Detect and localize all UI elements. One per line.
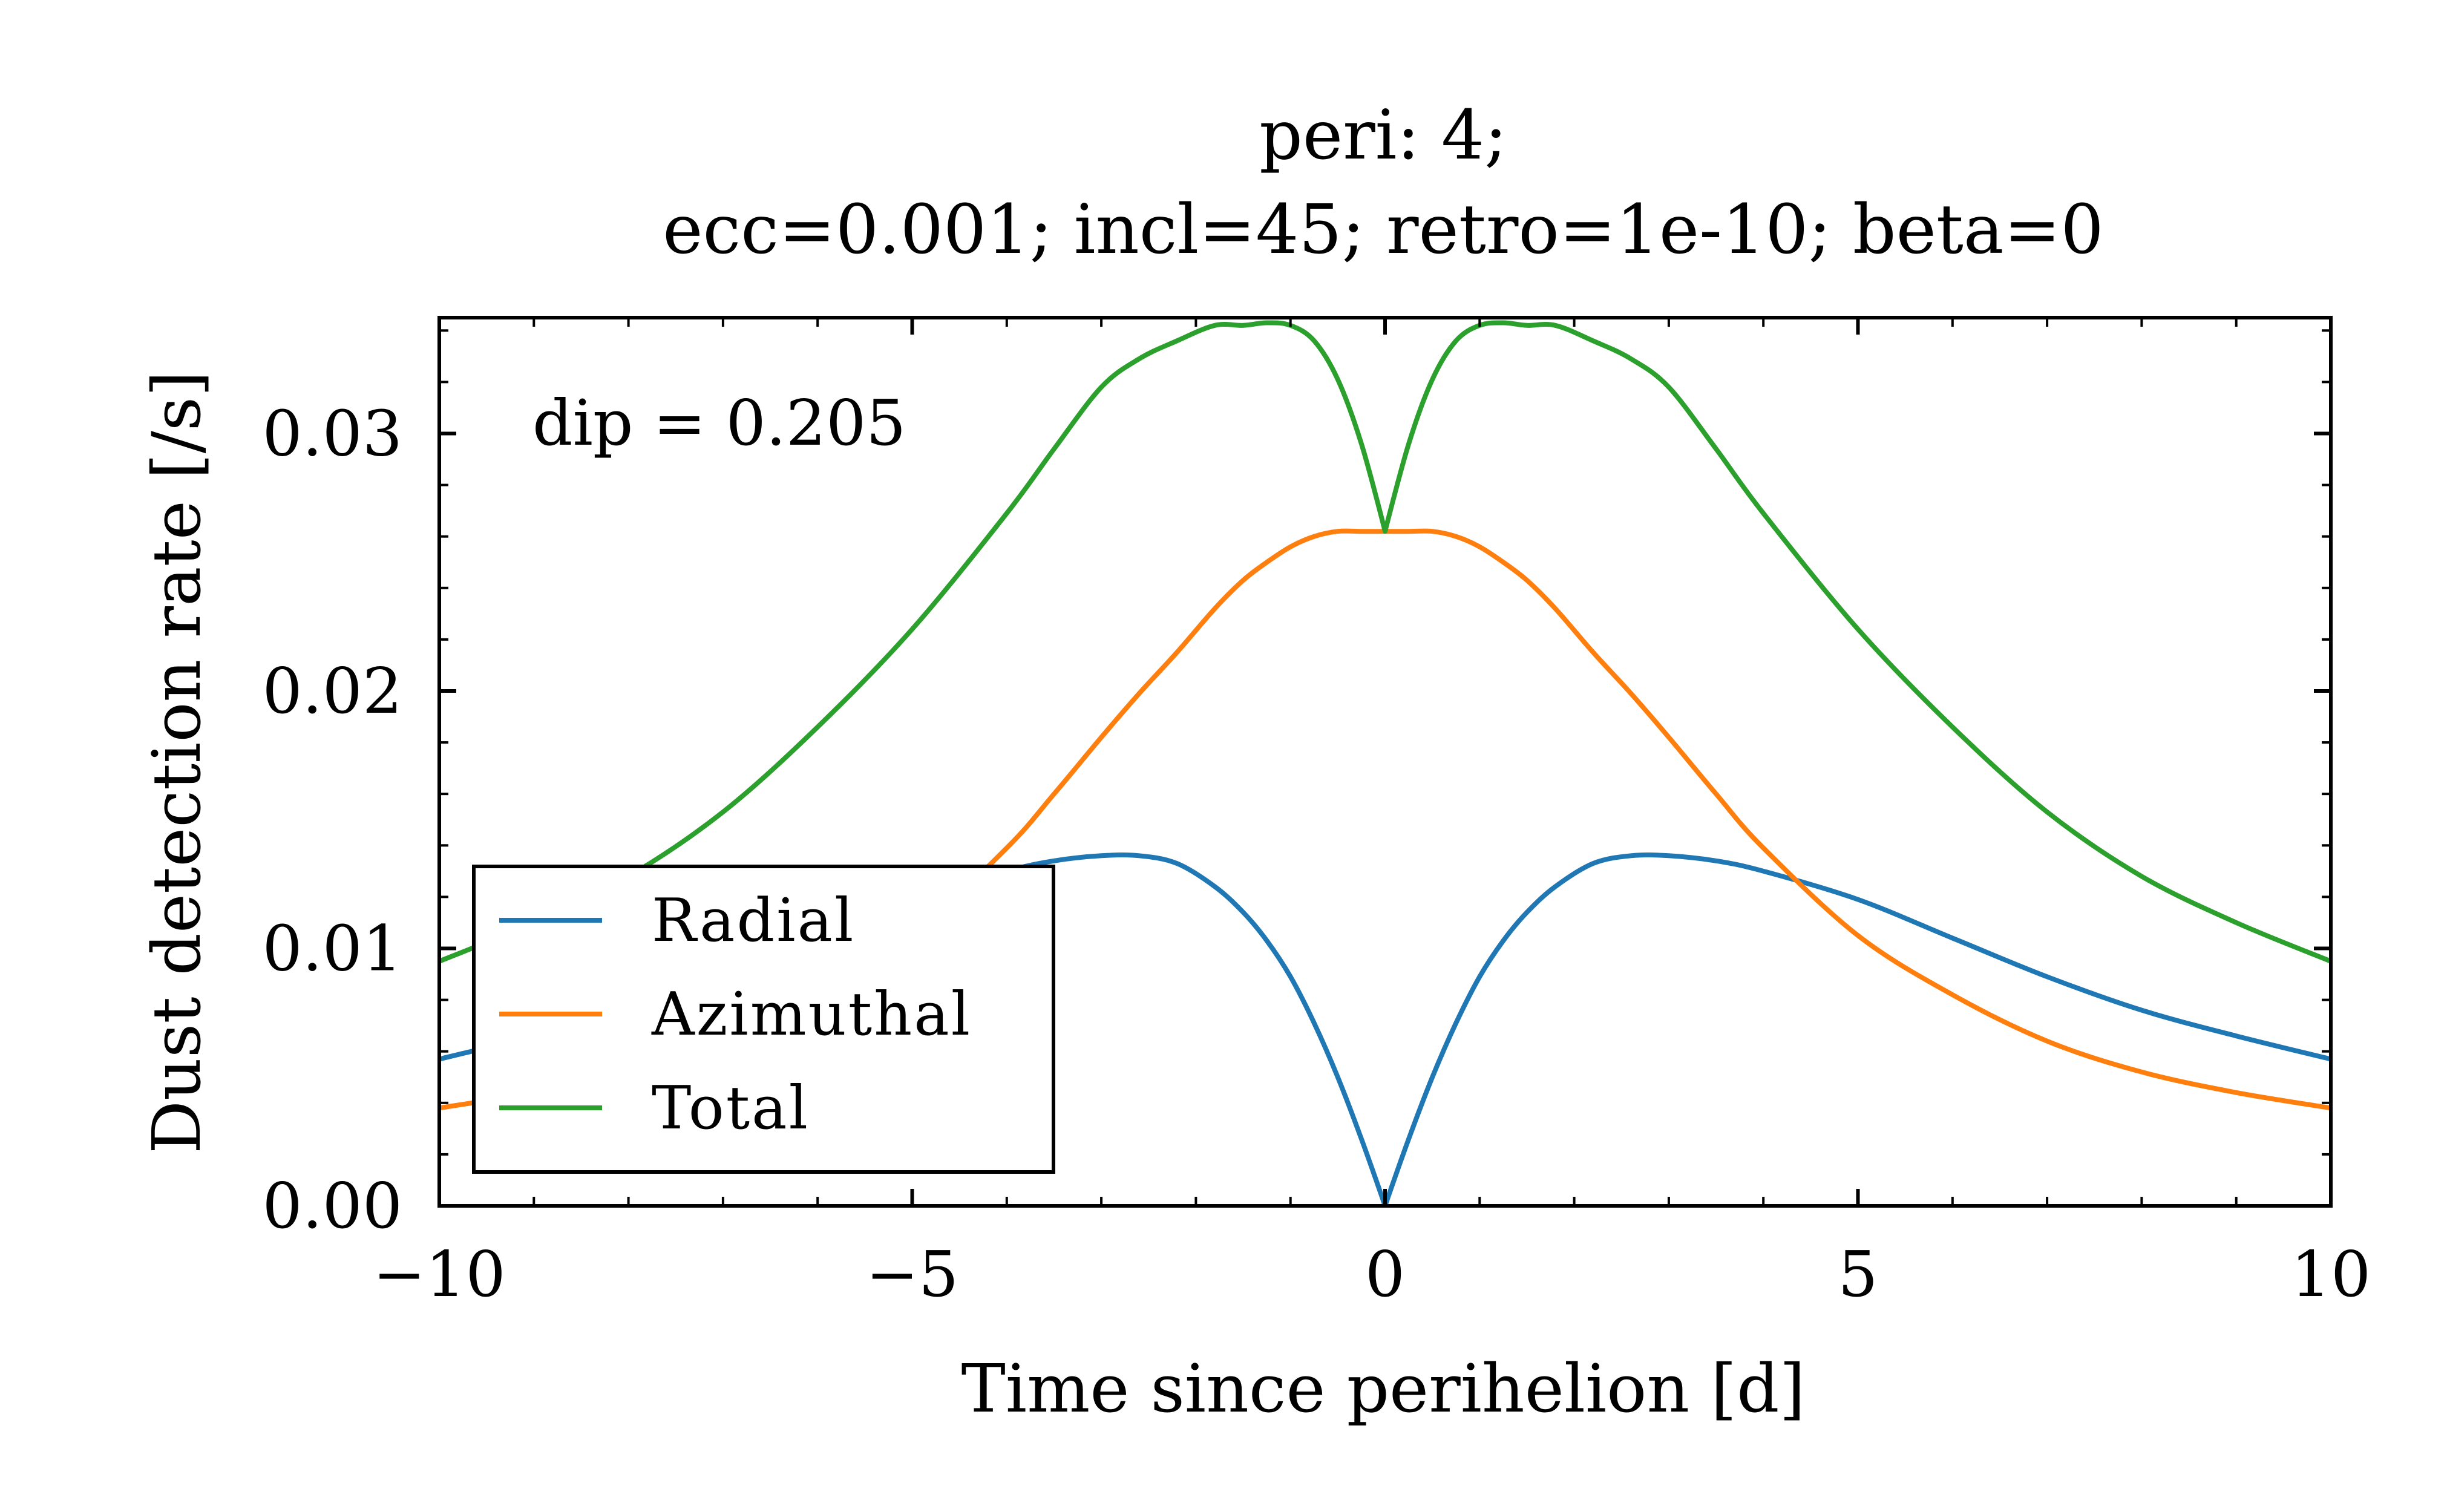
legend-label-total: Total [652,1074,810,1143]
y-tick-label: 0.00 [262,1169,402,1243]
x-tick-label: 10 [2291,1237,2371,1311]
chart-title-line-1: peri: 4; [1259,96,1507,175]
chart-title: peri: 4; ecc=0.001; incl=45; retro=1e-10… [663,96,2103,269]
y-axis-label: Dust detection rate [/s] [138,371,215,1154]
legend-label-azimuthal: Azimuthal [651,980,972,1049]
legend-box [472,865,1055,1174]
y-tick-label: 0.02 [262,654,402,728]
x-tick-label: −10 [373,1237,505,1311]
x-tick-label: 0 [1365,1237,1405,1311]
y-tick-label: 0.01 [262,911,402,985]
x-tick-label: −5 [866,1237,958,1311]
chart-title-line-2: ecc=0.001; incl=45; retro=1e-10; beta=0 [663,191,2103,269]
y-tick-label: 0.03 [262,396,402,470]
ticks-group: −10 −5 0 5 10 0.00 0.01 0.02 0.03 [262,318,2371,1311]
dip-annotation: dip = 0.205 [532,386,906,460]
legend: Radial Azimuthal Total [472,865,1055,1174]
series-line-total [439,320,2331,964]
x-axis-label: Time since perihelion [d] [961,1350,1806,1427]
legend-label-radial: Radial [652,886,855,955]
x-tick-label: 5 [1838,1237,1878,1311]
